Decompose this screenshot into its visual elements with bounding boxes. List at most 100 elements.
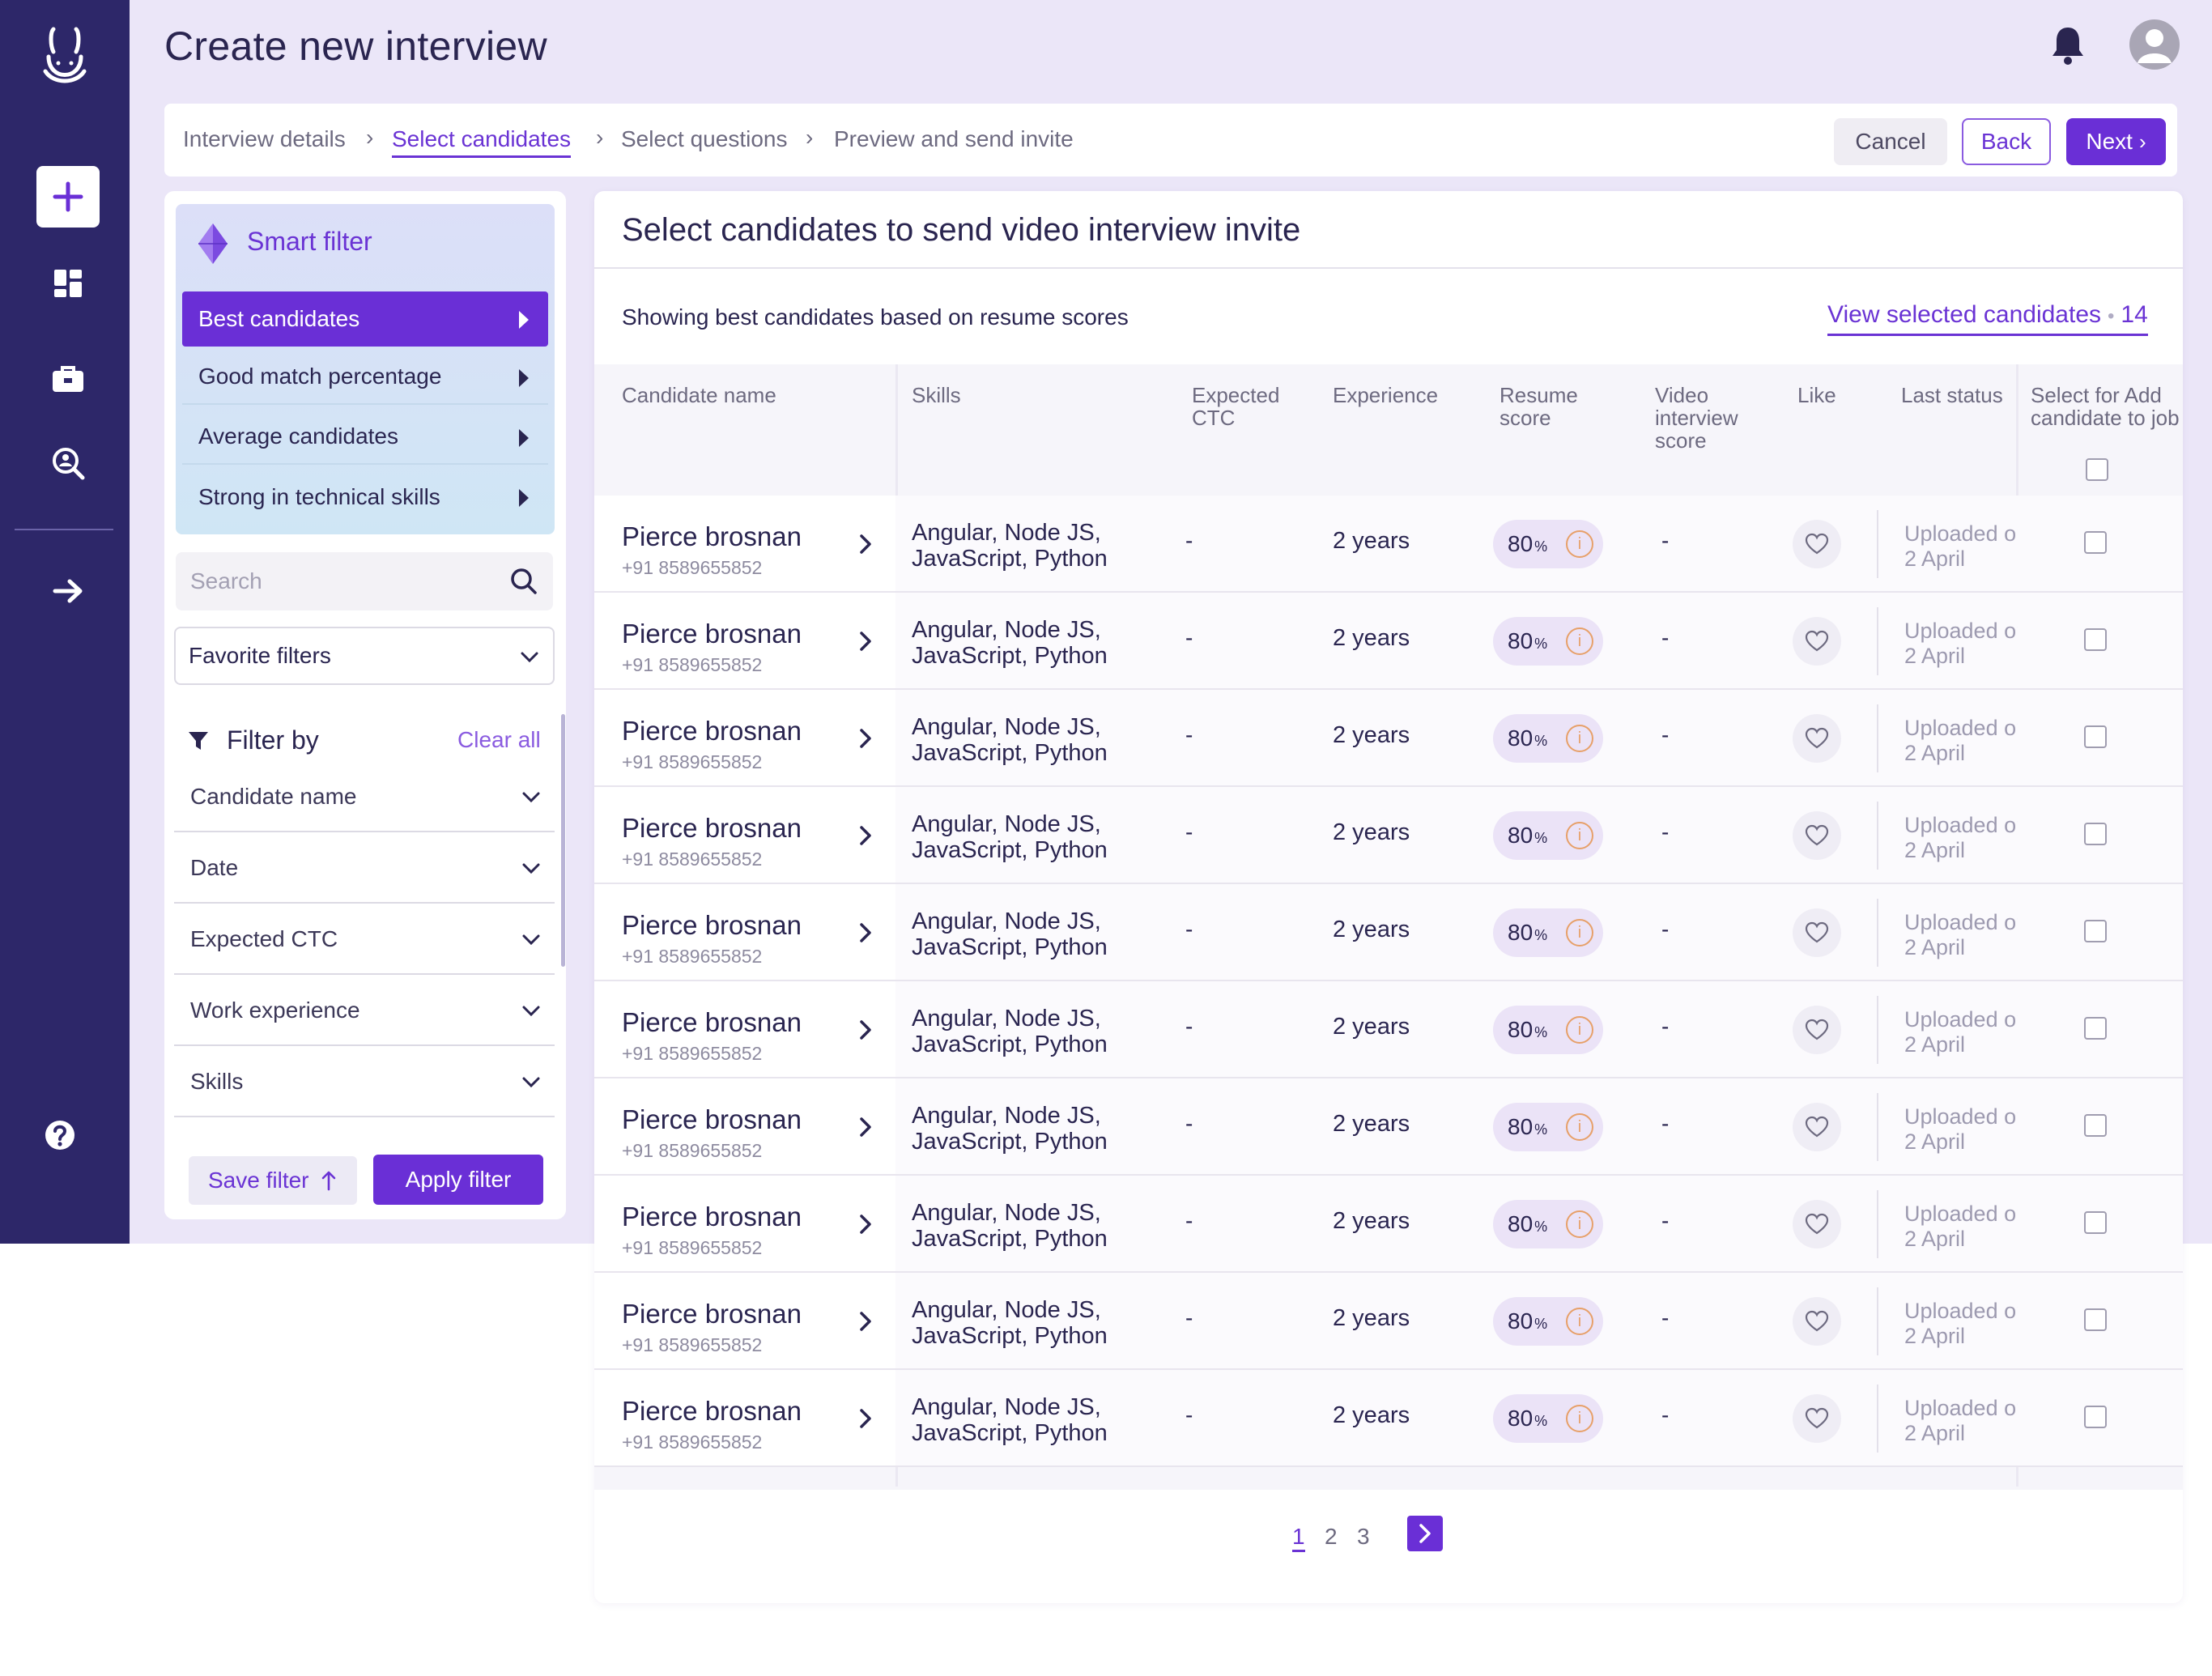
view-selected-candidates-link[interactable]: View selected candidates • 14 xyxy=(1827,301,2148,336)
help-icon[interactable] xyxy=(37,1112,83,1158)
table-row[interactable]: Pierce brosnan +91 8589655852 Angular, Nod… xyxy=(594,1176,2183,1273)
info-icon[interactable]: i xyxy=(1566,1113,1593,1141)
candidate-cell[interactable]: Pierce brosnan +91 8589655852 xyxy=(594,1176,895,1271)
like-button[interactable] xyxy=(1793,1394,1841,1443)
candidate-cell[interactable]: Pierce brosnan +91 8589655852 xyxy=(594,981,895,1077)
like-button[interactable] xyxy=(1793,520,1841,568)
briefcase-icon[interactable] xyxy=(45,356,91,402)
row-checkbox[interactable] xyxy=(2084,725,2107,748)
bunny-logo-icon[interactable] xyxy=(37,24,92,89)
chevron-right-icon[interactable] xyxy=(858,630,873,653)
info-icon[interactable]: i xyxy=(1566,1210,1593,1238)
avatar[interactable] xyxy=(2129,19,2180,70)
save-filter-button[interactable]: Save filter xyxy=(189,1156,357,1205)
bell-icon[interactable] xyxy=(2048,24,2087,66)
info-icon[interactable]: i xyxy=(1566,1405,1593,1432)
info-icon[interactable]: i xyxy=(1566,530,1593,558)
candidate-name[interactable]: Pierce brosnan xyxy=(622,1299,802,1329)
filter-date[interactable]: Date xyxy=(174,834,555,904)
candidate-name[interactable]: Pierce brosnan xyxy=(622,1104,802,1134)
candidate-name[interactable]: Pierce brosnan xyxy=(622,1007,802,1037)
like-button[interactable] xyxy=(1793,908,1841,957)
candidate-name[interactable]: Pierce brosnan xyxy=(622,910,802,940)
search-person-icon[interactable] xyxy=(45,440,91,486)
step-select-candidates[interactable]: Select candidates xyxy=(392,126,572,158)
dashboard-icon[interactable] xyxy=(45,261,91,306)
chevron-right-icon[interactable] xyxy=(858,1407,873,1430)
table-row[interactable]: Pierce brosnan +91 8589655852 Angular, Nod… xyxy=(594,981,2183,1078)
filter-expected-ctc[interactable]: Expected CTC xyxy=(174,905,555,975)
table-row[interactable]: Pierce brosnan +91 8589655852 Angular, Nod… xyxy=(594,884,2183,981)
row-checkbox[interactable] xyxy=(2084,1114,2107,1137)
smart-filter-best-candidates[interactable]: Best candidates xyxy=(182,291,548,347)
chevron-right-icon[interactable] xyxy=(858,1213,873,1236)
table-row[interactable]: Pierce brosnan +91 8589655852 Angular, Nod… xyxy=(594,593,2183,690)
chevron-right-icon[interactable] xyxy=(858,1019,873,1041)
info-icon[interactable]: i xyxy=(1566,627,1593,655)
like-button[interactable] xyxy=(1793,1103,1841,1151)
page-1[interactable]: 1 xyxy=(1292,1524,1305,1552)
step-preview-and-send[interactable]: Preview and send invite xyxy=(834,126,1074,151)
row-checkbox[interactable] xyxy=(2084,1017,2107,1040)
search-icon[interactable] xyxy=(509,567,538,596)
row-checkbox[interactable] xyxy=(2084,823,2107,845)
clear-all-link[interactable]: Clear all xyxy=(457,727,541,752)
chevron-right-icon[interactable] xyxy=(858,1310,873,1333)
candidate-cell[interactable]: Pierce brosnan +91 8589655852 xyxy=(594,1078,895,1174)
search-input[interactable] xyxy=(190,567,498,596)
step-select-questions[interactable]: Select questions xyxy=(621,126,788,151)
candidate-cell[interactable]: Pierce brosnan +91 8589655852 xyxy=(594,690,895,785)
step-interview-details[interactable]: Interview details xyxy=(183,126,346,151)
candidate-name[interactable]: Pierce brosnan xyxy=(622,619,802,649)
arrow-right-icon[interactable] xyxy=(45,568,91,614)
like-button[interactable] xyxy=(1793,811,1841,860)
row-checkbox[interactable] xyxy=(2084,920,2107,942)
table-row[interactable]: Pierce brosnan +91 8589655852 Angular, Nod… xyxy=(594,496,2183,593)
chevron-right-icon[interactable] xyxy=(858,824,873,847)
info-icon[interactable]: i xyxy=(1566,725,1593,752)
smart-filter-average[interactable]: Average candidates xyxy=(182,410,548,465)
candidate-cell[interactable]: Pierce brosnan +91 8589655852 xyxy=(594,1273,895,1368)
candidate-cell[interactable]: Pierce brosnan +91 8589655852 xyxy=(594,787,895,883)
chevron-right-icon[interactable] xyxy=(858,1116,873,1138)
candidate-name[interactable]: Pierce brosnan xyxy=(622,1396,802,1426)
row-checkbox[interactable] xyxy=(2084,1406,2107,1428)
like-button[interactable] xyxy=(1793,1006,1841,1054)
page-3[interactable]: 3 xyxy=(1357,1524,1370,1549)
table-row[interactable]: Pierce brosnan +91 8589655852 Angular, Nod… xyxy=(594,1078,2183,1176)
like-button[interactable] xyxy=(1793,617,1841,666)
filter-skills[interactable]: Skills xyxy=(174,1048,555,1117)
smart-filter-good-match[interactable]: Good match percentage xyxy=(182,350,548,405)
row-checkbox[interactable] xyxy=(2084,628,2107,651)
chevron-right-icon[interactable] xyxy=(858,921,873,944)
row-checkbox[interactable] xyxy=(2084,1308,2107,1331)
info-icon[interactable]: i xyxy=(1566,1308,1593,1335)
candidate-name[interactable]: Pierce brosnan xyxy=(622,521,802,551)
chevron-right-icon[interactable] xyxy=(858,727,873,750)
select-all-checkbox[interactable] xyxy=(2086,458,2108,481)
favorite-filters-select[interactable]: Favorite filters xyxy=(174,627,555,685)
create-new-button[interactable] xyxy=(36,166,100,228)
table-row[interactable]: Pierce brosnan +91 8589655852 Angular, Nod… xyxy=(594,690,2183,787)
back-button[interactable]: Back xyxy=(1962,118,2051,165)
table-row[interactable]: Pierce brosnan +91 8589655852 Angular, Nod… xyxy=(594,1370,2183,1467)
next-button[interactable]: Next › xyxy=(2066,118,2166,165)
candidate-name[interactable]: Pierce brosnan xyxy=(622,813,802,843)
info-icon[interactable]: i xyxy=(1566,919,1593,946)
info-icon[interactable]: i xyxy=(1566,1016,1593,1044)
table-row[interactable]: Pierce brosnan +91 8589655852 Angular, Nod… xyxy=(594,787,2183,884)
next-page-button[interactable] xyxy=(1407,1516,1443,1551)
cancel-button[interactable]: Cancel xyxy=(1834,118,1947,165)
candidate-cell[interactable]: Pierce brosnan +91 8589655852 xyxy=(594,1370,895,1465)
row-checkbox[interactable] xyxy=(2084,531,2107,554)
row-checkbox[interactable] xyxy=(2084,1211,2107,1234)
scrollbar[interactable] xyxy=(561,714,565,967)
candidate-name[interactable]: Pierce brosnan xyxy=(622,716,802,746)
table-row[interactable]: Pierce brosnan +91 8589655852 Angular, Nod… xyxy=(594,1273,2183,1370)
like-button[interactable] xyxy=(1793,714,1841,763)
candidate-cell[interactable]: Pierce brosnan +91 8589655852 xyxy=(594,496,895,591)
like-button[interactable] xyxy=(1793,1297,1841,1346)
like-button[interactable] xyxy=(1793,1200,1841,1248)
chevron-right-icon[interactable] xyxy=(858,533,873,555)
filter-work-experience[interactable]: Work experience xyxy=(174,976,555,1046)
